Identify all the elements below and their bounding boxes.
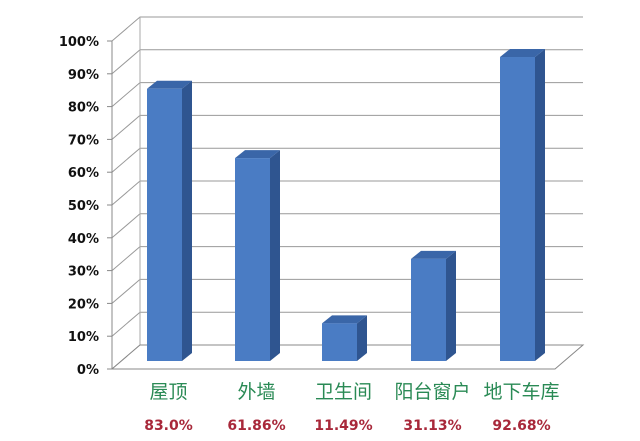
bar-side — [535, 49, 545, 361]
y-tick-label: 90% — [68, 68, 99, 83]
category-label: 地下车库 — [483, 381, 559, 403]
category-label: 卫生间 — [315, 381, 372, 403]
bar — [411, 258, 446, 361]
y-tick-label: 50% — [68, 199, 99, 214]
bar-side — [446, 250, 456, 361]
y-tick-label: 20% — [68, 297, 99, 312]
bar-top — [411, 250, 456, 259]
data-label: 61.86% — [227, 418, 285, 434]
bar-side — [357, 315, 367, 361]
y-tick-label: 70% — [68, 133, 99, 148]
data-label: 83.0% — [144, 418, 193, 434]
bar — [500, 57, 535, 361]
data-label: 31.13% — [403, 418, 461, 434]
category-label: 屋顶 — [149, 381, 187, 403]
data-label: 92.68% — [492, 418, 550, 434]
bar-top — [500, 49, 545, 58]
y-tick-label: 40% — [68, 232, 99, 247]
bar — [235, 158, 270, 361]
y-tick-label: 80% — [68, 101, 99, 116]
bar-top — [322, 315, 367, 324]
gridline — [111, 16, 583, 42]
data-label: 11.49% — [314, 418, 372, 434]
y-tick-label: 100% — [59, 35, 99, 50]
category-label: 外墙 — [237, 381, 275, 403]
bar-side — [182, 80, 192, 361]
bar-side — [270, 150, 280, 361]
bar-top — [147, 80, 192, 89]
bar-top — [235, 150, 280, 159]
y-tick-label: 0% — [77, 363, 99, 378]
bar — [322, 323, 357, 361]
y-tick-label: 60% — [68, 166, 99, 181]
category-label: 阳台窗户 — [394, 381, 470, 403]
y-tick-label: 10% — [68, 330, 99, 345]
bar — [147, 88, 182, 361]
y-tick-label: 30% — [68, 265, 99, 280]
